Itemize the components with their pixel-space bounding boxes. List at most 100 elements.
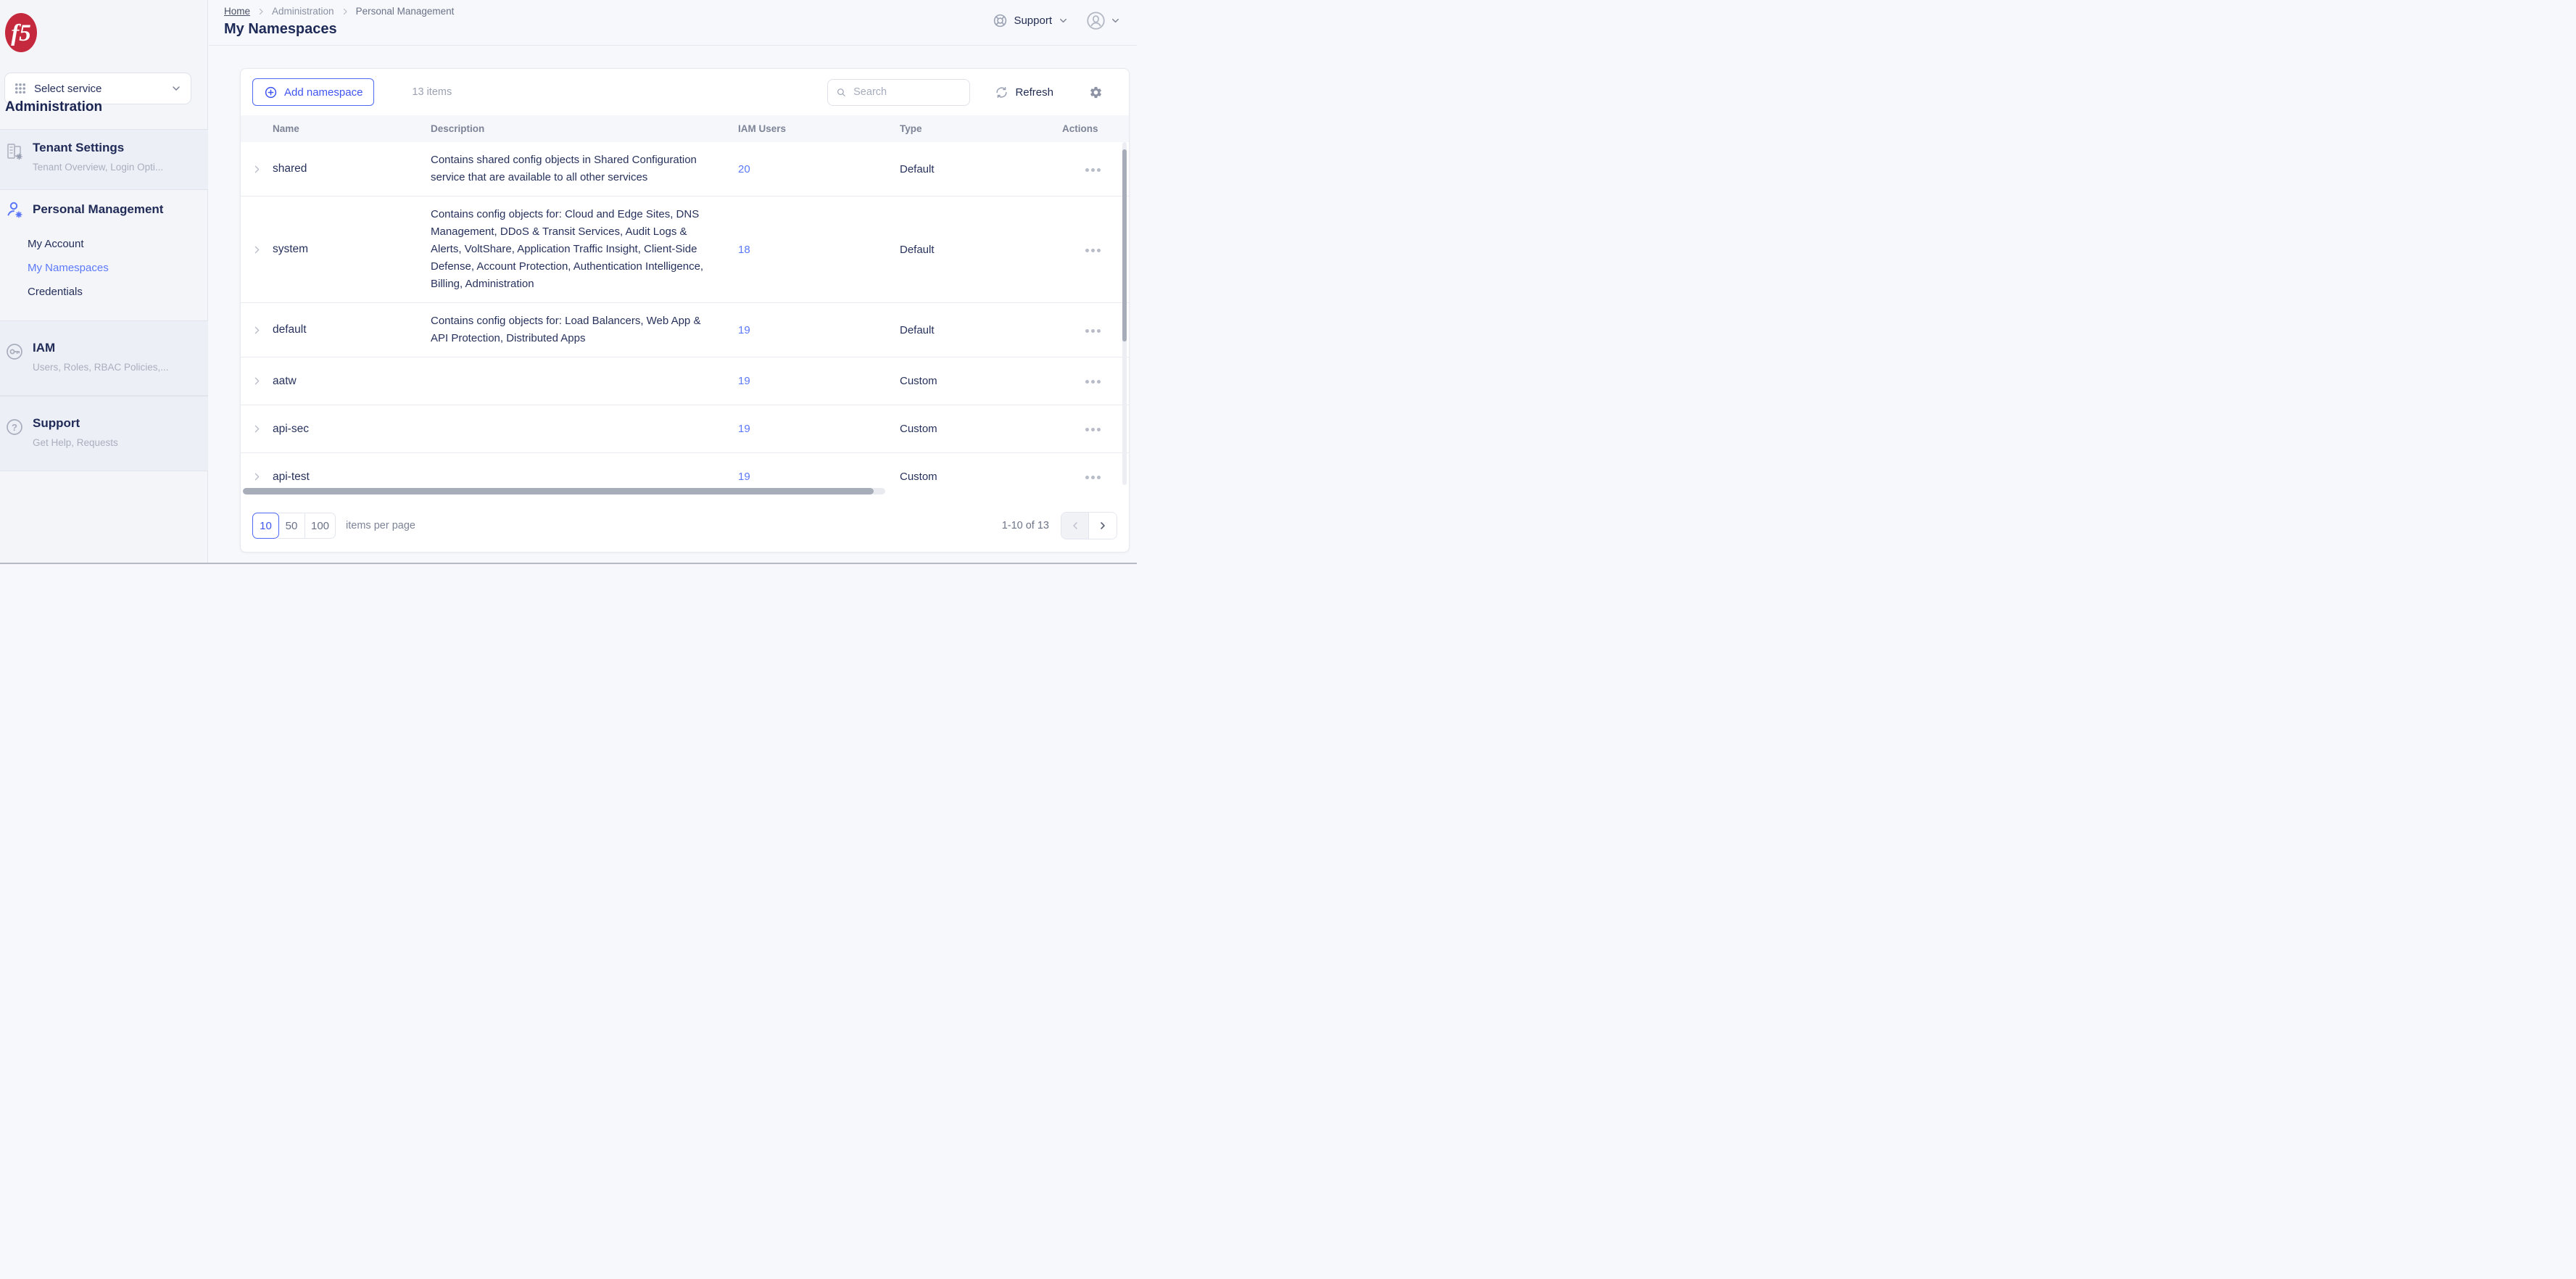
row-expand-chevron-icon[interactable]: [251, 471, 263, 483]
breadcrumb-personal-management[interactable]: Personal Management: [355, 6, 455, 17]
add-namespace-button[interactable]: Add namespace: [252, 78, 375, 106]
sidebar-item-my-account[interactable]: My Account: [28, 238, 84, 250]
iam-users-link[interactable]: 18: [738, 243, 750, 256]
search-field: [827, 78, 971, 106]
sidebar-item-my-namespaces[interactable]: My Namespaces: [28, 262, 109, 274]
namespace-name: shared: [273, 162, 307, 175]
row-expand-chevron-icon[interactable]: [251, 375, 263, 387]
account-menu[interactable]: [1086, 11, 1121, 30]
namespace-type: Custom: [900, 375, 937, 387]
personal-management-subitems: My Account My Namespaces Credentials: [0, 232, 208, 304]
row-expand-chevron-icon[interactable]: [251, 244, 263, 256]
column-header-type[interactable]: Type: [900, 123, 922, 134]
support-subtitle: Get Help, Requests: [33, 437, 118, 448]
next-page-button[interactable]: [1089, 513, 1117, 539]
chevron-down-icon: [1060, 18, 1067, 23]
page-size-50-button[interactable]: 50: [278, 513, 305, 539]
iam-users-link[interactable]: 19: [738, 323, 750, 336]
iam-label: IAM: [33, 341, 56, 355]
service-select-dropdown[interactable]: Select service: [4, 73, 191, 104]
sidebar-item-tenant-settings[interactable]: Tenant Settings Tenant Overview, Login O…: [0, 129, 208, 190]
user-avatar-icon: [1087, 12, 1105, 30]
search-icon: [837, 88, 846, 96]
namespace-type: Custom: [900, 471, 937, 483]
page-size-10-button[interactable]: 10: [252, 513, 279, 539]
sidebar-item-iam[interactable]: IAM Users, Roles, RBAC Policies,...: [0, 320, 208, 396]
namespace-type: Default: [900, 162, 935, 175]
breadcrumb-chevron-icon: [257, 7, 265, 16]
svg-text:?: ?: [12, 422, 17, 433]
personal-management-icon: [7, 202, 22, 218]
sidebar-item-personal-management[interactable]: Personal Management: [0, 190, 208, 219]
column-header-name[interactable]: Name: [273, 123, 299, 134]
row-actions-menu[interactable]: [1084, 244, 1102, 257]
chevron-down-icon: [173, 86, 180, 91]
namespace-description: Contains config objects for: Cloud and E…: [431, 208, 704, 290]
items-count: 13 items: [412, 86, 452, 98]
breadcrumb-home-link[interactable]: Home: [224, 6, 251, 17]
window-bottom-edge: [0, 563, 1137, 564]
page-title: My Namespaces: [224, 21, 337, 37]
lifebuoy-icon: [994, 14, 1007, 28]
iam-users-link[interactable]: 19: [738, 471, 750, 483]
table-body: shared Contains shared config objects in …: [241, 142, 1129, 485]
namespace-name: api-sec: [273, 422, 309, 435]
search-input[interactable]: [853, 86, 962, 98]
support-dropdown-label: Support: [1014, 15, 1052, 27]
refresh-label: Refresh: [1015, 86, 1053, 99]
row-expand-chevron-icon[interactable]: [251, 324, 263, 336]
previous-page-button[interactable]: [1061, 513, 1089, 539]
column-header-actions: Actions: [1062, 123, 1098, 134]
iam-users-link[interactable]: 20: [738, 162, 750, 175]
column-header-description[interactable]: Description: [431, 123, 485, 134]
breadcrumb: Home Administration Personal Management: [224, 6, 454, 17]
row-actions-menu[interactable]: [1084, 471, 1102, 484]
vertical-scrollbar[interactable]: [1122, 149, 1127, 342]
gear-icon: [1090, 86, 1101, 98]
namespace-type: Default: [900, 323, 935, 336]
namespace-name: system: [273, 243, 309, 255]
support-question-icon: ?: [7, 419, 22, 435]
page-size-100-button[interactable]: 100: [305, 513, 336, 539]
apps-grid-icon: [15, 83, 26, 94]
f5-logo: f5: [5, 13, 37, 52]
support-dropdown[interactable]: Support: [993, 13, 1069, 28]
namespace-type: Default: [900, 243, 935, 256]
table-settings-button[interactable]: [1089, 86, 1103, 99]
row-actions-menu[interactable]: [1084, 325, 1102, 337]
row-expand-chevron-icon[interactable]: [251, 163, 263, 175]
namespace-description: Contains shared config objects in Shared…: [431, 154, 697, 183]
sidebar-item-credentials[interactable]: Credentials: [28, 286, 83, 298]
chevron-left-icon: [1072, 522, 1077, 529]
row-expand-chevron-icon[interactable]: [251, 423, 263, 435]
header-actions: Support: [993, 11, 1121, 30]
column-header-iam-users[interactable]: IAM Users: [738, 123, 787, 134]
refresh-icon: [996, 86, 1008, 98]
table-row: system Contains config objects for: Cloud…: [241, 196, 1129, 303]
namespaces-card: Add namespace 13 items Refresh: [240, 68, 1130, 552]
table-toolbar: Add namespace 13 items Refresh: [241, 69, 1129, 115]
f5-console-app: f5 Select service Administration: [0, 0, 1137, 564]
row-actions-menu[interactable]: [1084, 376, 1102, 388]
iam-users-link[interactable]: 19: [738, 423, 750, 435]
page-size-selector: 10 50 100: [252, 513, 336, 539]
items-per-page-label: items per page: [346, 520, 415, 531]
row-actions-menu[interactable]: [1084, 164, 1102, 176]
breadcrumb-administration[interactable]: Administration: [272, 6, 334, 17]
sidebar-item-support[interactable]: ? Support Get Help, Requests: [0, 396, 208, 471]
iam-users-link[interactable]: 19: [738, 375, 750, 387]
horizontal-scrollbar[interactable]: [243, 488, 874, 494]
personal-management-label: Personal Management: [33, 202, 164, 216]
tenant-settings-subtitle: Tenant Overview, Login Opti...: [33, 162, 164, 173]
row-actions-menu[interactable]: [1084, 423, 1102, 436]
pagination-bar: 10 50 100 items per page 1-10 of 13: [241, 500, 1129, 552]
sidebar-section-heading: Administration: [5, 99, 103, 115]
table-row: api-test 19 Custom: [241, 453, 1129, 485]
refresh-button[interactable]: Refresh: [995, 86, 1053, 99]
support-label: Support: [33, 416, 80, 430]
pagination-range: 1-10 of 13: [1001, 520, 1049, 531]
namespace-name: aatw: [273, 374, 297, 387]
top-header: Home Administration Personal Management …: [209, 0, 1137, 46]
table-row: shared Contains shared config objects in …: [241, 142, 1129, 196]
iam-key-icon: [7, 344, 22, 360]
